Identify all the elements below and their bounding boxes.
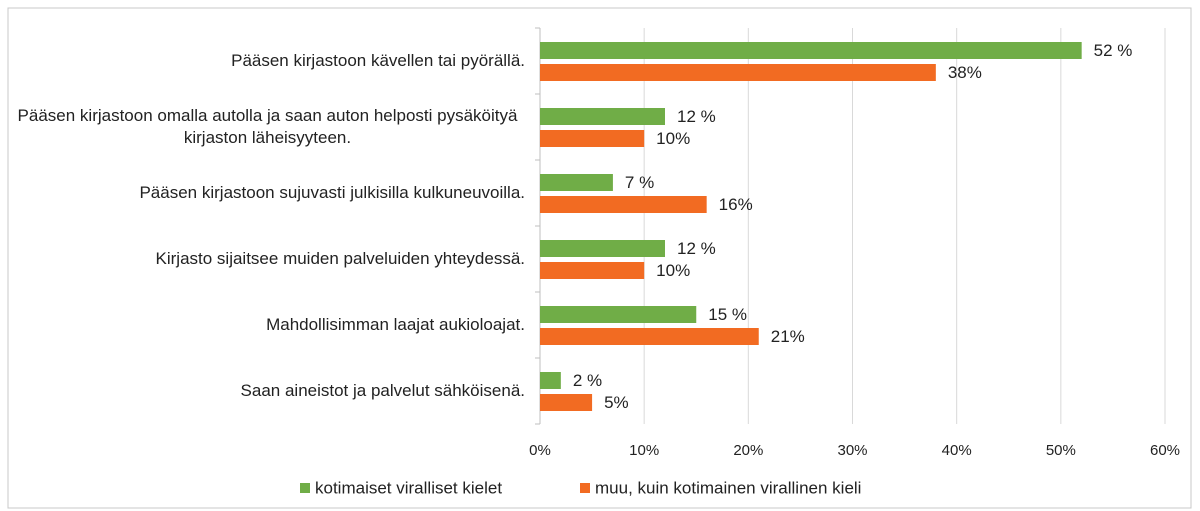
- category-label: Mahdollisimman laajat aukioloajat.: [10, 295, 525, 355]
- data-label: 12 %: [677, 239, 716, 258]
- bar: [540, 372, 561, 389]
- x-tick-label: 40%: [942, 442, 972, 459]
- bar: [540, 240, 665, 257]
- data-label: 38%: [948, 63, 982, 82]
- data-label: 52 %: [1094, 41, 1133, 60]
- category-label: Pääsen kirjastoon omalla autolla ja saan…: [10, 97, 525, 157]
- x-tick-label: 10%: [629, 442, 659, 459]
- x-tick-label: 30%: [837, 442, 867, 459]
- x-tick-label: 0%: [529, 442, 551, 459]
- data-label: 21%: [771, 327, 805, 346]
- category-label: Saan aineistot ja palvelut sähköisenä.: [10, 361, 525, 421]
- category-text: Pääsen kirjastoon omalla autolla ja saan…: [17, 106, 518, 147]
- bar: [540, 306, 697, 323]
- bar: [540, 130, 645, 147]
- legend-swatch: [580, 483, 590, 493]
- bar: [540, 328, 759, 345]
- bar: [540, 174, 613, 191]
- bar: [540, 108, 665, 125]
- x-tick-label: 50%: [1046, 442, 1076, 459]
- data-label: 10%: [656, 261, 690, 280]
- bar: [540, 42, 1082, 59]
- category-text: Kirjasto sijaitsee muiden palveluiden yh…: [155, 249, 525, 268]
- data-label: 15 %: [708, 305, 747, 324]
- data-label: 5%: [604, 393, 629, 412]
- category-label: Pääsen kirjastoon sujuvasti julkisilla k…: [10, 163, 525, 223]
- category-label: Pääsen kirjastoon kävellen tai pyörällä.: [10, 31, 525, 91]
- data-label: 12 %: [677, 107, 716, 126]
- bar: [540, 196, 707, 213]
- bar: [540, 64, 936, 81]
- category-text: Pääsen kirjastoon kävellen tai pyörällä.: [231, 51, 525, 70]
- bar: [540, 262, 645, 279]
- x-tick-label: 20%: [733, 442, 763, 459]
- category-text: Saan aineistot ja palvelut sähköisenä.: [240, 381, 525, 400]
- x-tick-label: 60%: [1150, 442, 1180, 459]
- category-text: Pääsen kirjastoon sujuvasti julkisilla k…: [139, 183, 525, 202]
- bar: [540, 394, 593, 411]
- legend-swatch: [300, 483, 310, 493]
- data-label: 16%: [719, 195, 753, 214]
- category-label: Kirjasto sijaitsee muiden palveluiden yh…: [10, 229, 525, 289]
- chart-border: [7, 7, 1192, 509]
- legend-label: muu, kuin kotimainen virallinen kieli: [595, 478, 861, 497]
- legend-label: kotimaiset viralliset kielet: [315, 478, 502, 497]
- data-label: 10%: [656, 129, 690, 148]
- data-label: 7 %: [625, 173, 654, 192]
- category-text: Mahdollisimman laajat aukioloajat.: [266, 315, 525, 334]
- data-label: 2 %: [573, 371, 602, 390]
